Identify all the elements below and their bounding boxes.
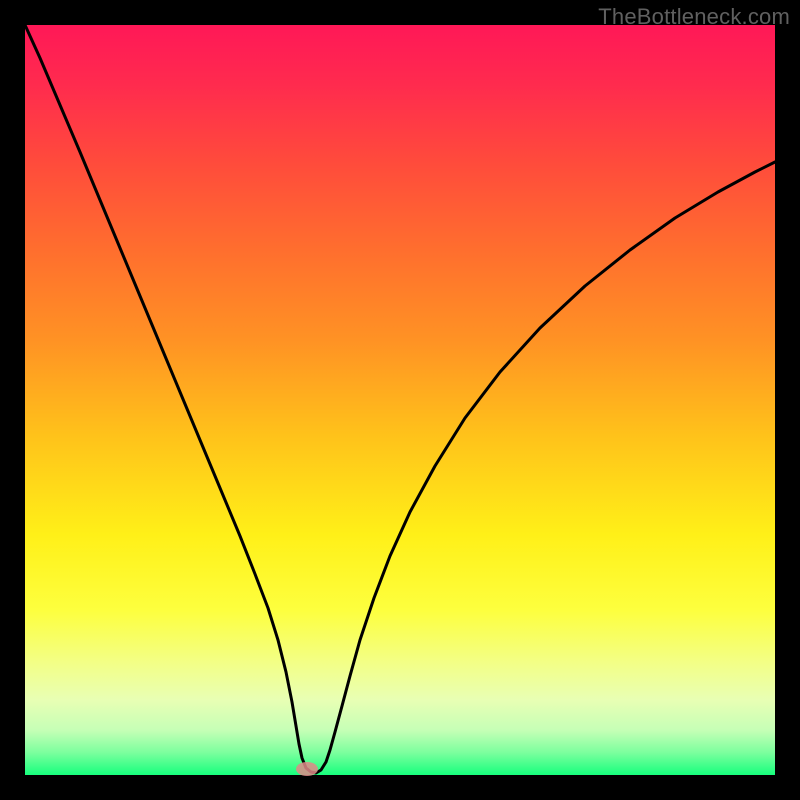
chart-background	[25, 25, 775, 775]
watermark-label: TheBottleneck.com	[598, 4, 790, 30]
optimal-marker	[296, 762, 318, 776]
chart-frame: TheBottleneck.com	[0, 0, 800, 800]
bottleneck-chart	[0, 0, 800, 800]
